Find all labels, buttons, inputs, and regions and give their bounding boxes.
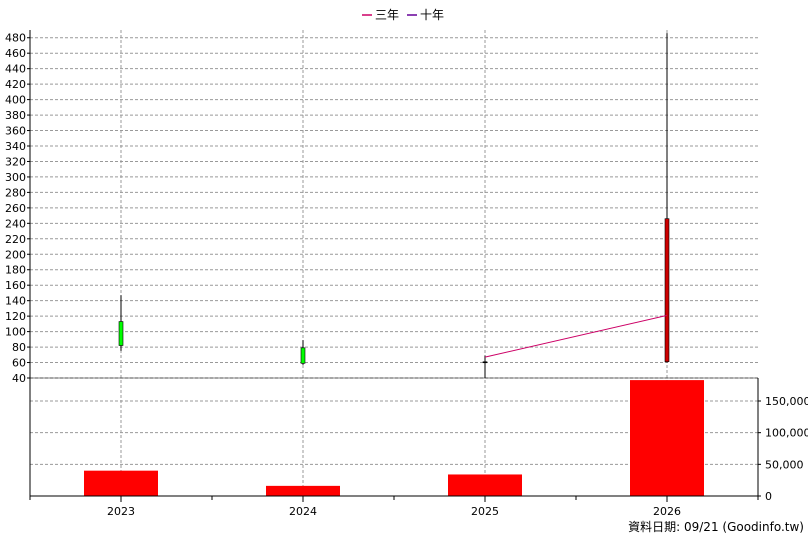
x-axis: 2023 2024 2025 2026 xyxy=(29,496,759,518)
volume-bar xyxy=(266,485,340,496)
legend-label-three-year: 三年 xyxy=(375,8,399,22)
price-tick-label: 340 xyxy=(5,140,26,153)
price-candles xyxy=(118,33,670,378)
price-tick-label: 280 xyxy=(5,186,26,199)
x-tick-label: 2024 xyxy=(289,505,317,518)
price-tick-label: 220 xyxy=(5,233,26,246)
price-tick-label: 120 xyxy=(5,310,26,323)
price-tick-label: 180 xyxy=(5,264,26,277)
price-tick-label: 480 xyxy=(5,32,26,45)
volume-bar xyxy=(84,470,158,496)
candle-body xyxy=(118,321,124,346)
volume-tick-label: 100,000 xyxy=(765,427,808,440)
volume-bar xyxy=(448,474,522,496)
price-tick-label: 140 xyxy=(5,295,26,308)
price-tick-label: 360 xyxy=(5,125,26,138)
candle-body xyxy=(300,347,306,364)
price-tick-label: 460 xyxy=(5,47,26,60)
price-tick-label: 100 xyxy=(5,326,26,339)
price-tick-label: 40 xyxy=(12,372,26,385)
price-tick-label: 240 xyxy=(5,217,26,230)
price-tick-label: 200 xyxy=(5,248,26,261)
volume-axis: 0 50,000 100,000 150,000 xyxy=(758,395,808,503)
legend-label-ten-year: 十年 xyxy=(420,8,444,22)
price-axis: 40 60 80 100 120 140 160 180 200 220 240 260 280 300 3… xyxy=(5,32,30,385)
price-tick-label: 400 xyxy=(5,94,26,107)
volume-tick-label: 50,000 xyxy=(765,458,804,471)
legend: 三年 十年 xyxy=(362,8,444,22)
price-tick-label: 60 xyxy=(12,357,26,370)
x-tick-label: 2025 xyxy=(471,505,499,518)
candle-body xyxy=(664,218,670,363)
volume-bar xyxy=(630,380,704,496)
price-tick-label: 380 xyxy=(5,109,26,122)
moving-average-lines xyxy=(484,314,668,358)
volume-tick-label: 0 xyxy=(765,490,772,503)
x-tick-label: 2026 xyxy=(653,505,681,518)
candle-body xyxy=(482,361,488,364)
price-tick-label: 440 xyxy=(5,63,26,76)
volume-bars xyxy=(84,380,704,496)
price-tick-label: 160 xyxy=(5,279,26,292)
moving-average-line xyxy=(484,314,668,358)
volume-tick-label: 150,000 xyxy=(765,395,808,408)
x-tick-label: 2023 xyxy=(107,505,135,518)
price-tick-label: 300 xyxy=(5,171,26,184)
price-tick-label: 420 xyxy=(5,78,26,91)
data-date-note: 資料日期: 09/21 (Goodinfo.tw) xyxy=(628,520,804,534)
price-tick-label: 320 xyxy=(5,155,26,168)
price-tick-label: 80 xyxy=(12,341,26,354)
price-tick-label: 260 xyxy=(5,202,26,215)
